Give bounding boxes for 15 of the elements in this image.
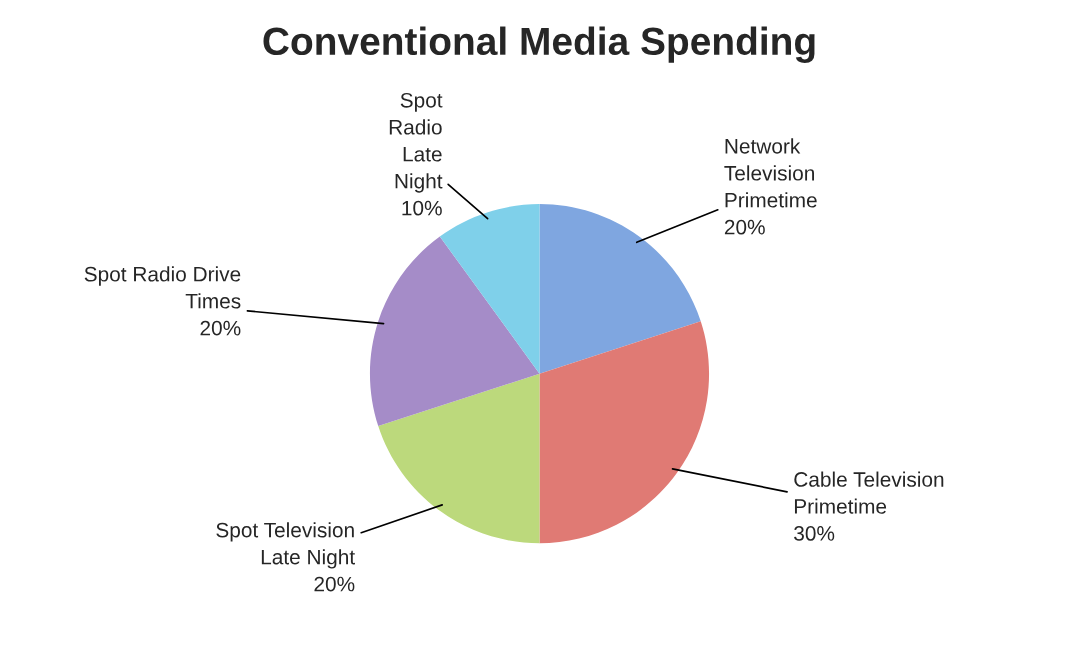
data-label: 20% xyxy=(724,219,765,235)
chart-title: Conventional Media Spending xyxy=(263,26,815,63)
slice-label: Spot Radio Late Night xyxy=(389,92,443,193)
data-label: 20% xyxy=(314,576,355,592)
data-label: 10% xyxy=(402,200,442,216)
pie-slice xyxy=(539,204,701,374)
pie-slice xyxy=(369,236,540,427)
slice-label: Network Television Primetime xyxy=(724,138,817,208)
slice-label: Spot Television Late Night xyxy=(216,522,355,569)
slice-label: Cable Television Primetime xyxy=(794,471,944,514)
pie-slice xyxy=(378,373,540,544)
pie-slice xyxy=(539,321,710,544)
data-label: 20% xyxy=(200,320,241,336)
slice-label: Spot Radio Drive Times xyxy=(84,266,241,309)
data-label: 30% xyxy=(794,526,835,541)
